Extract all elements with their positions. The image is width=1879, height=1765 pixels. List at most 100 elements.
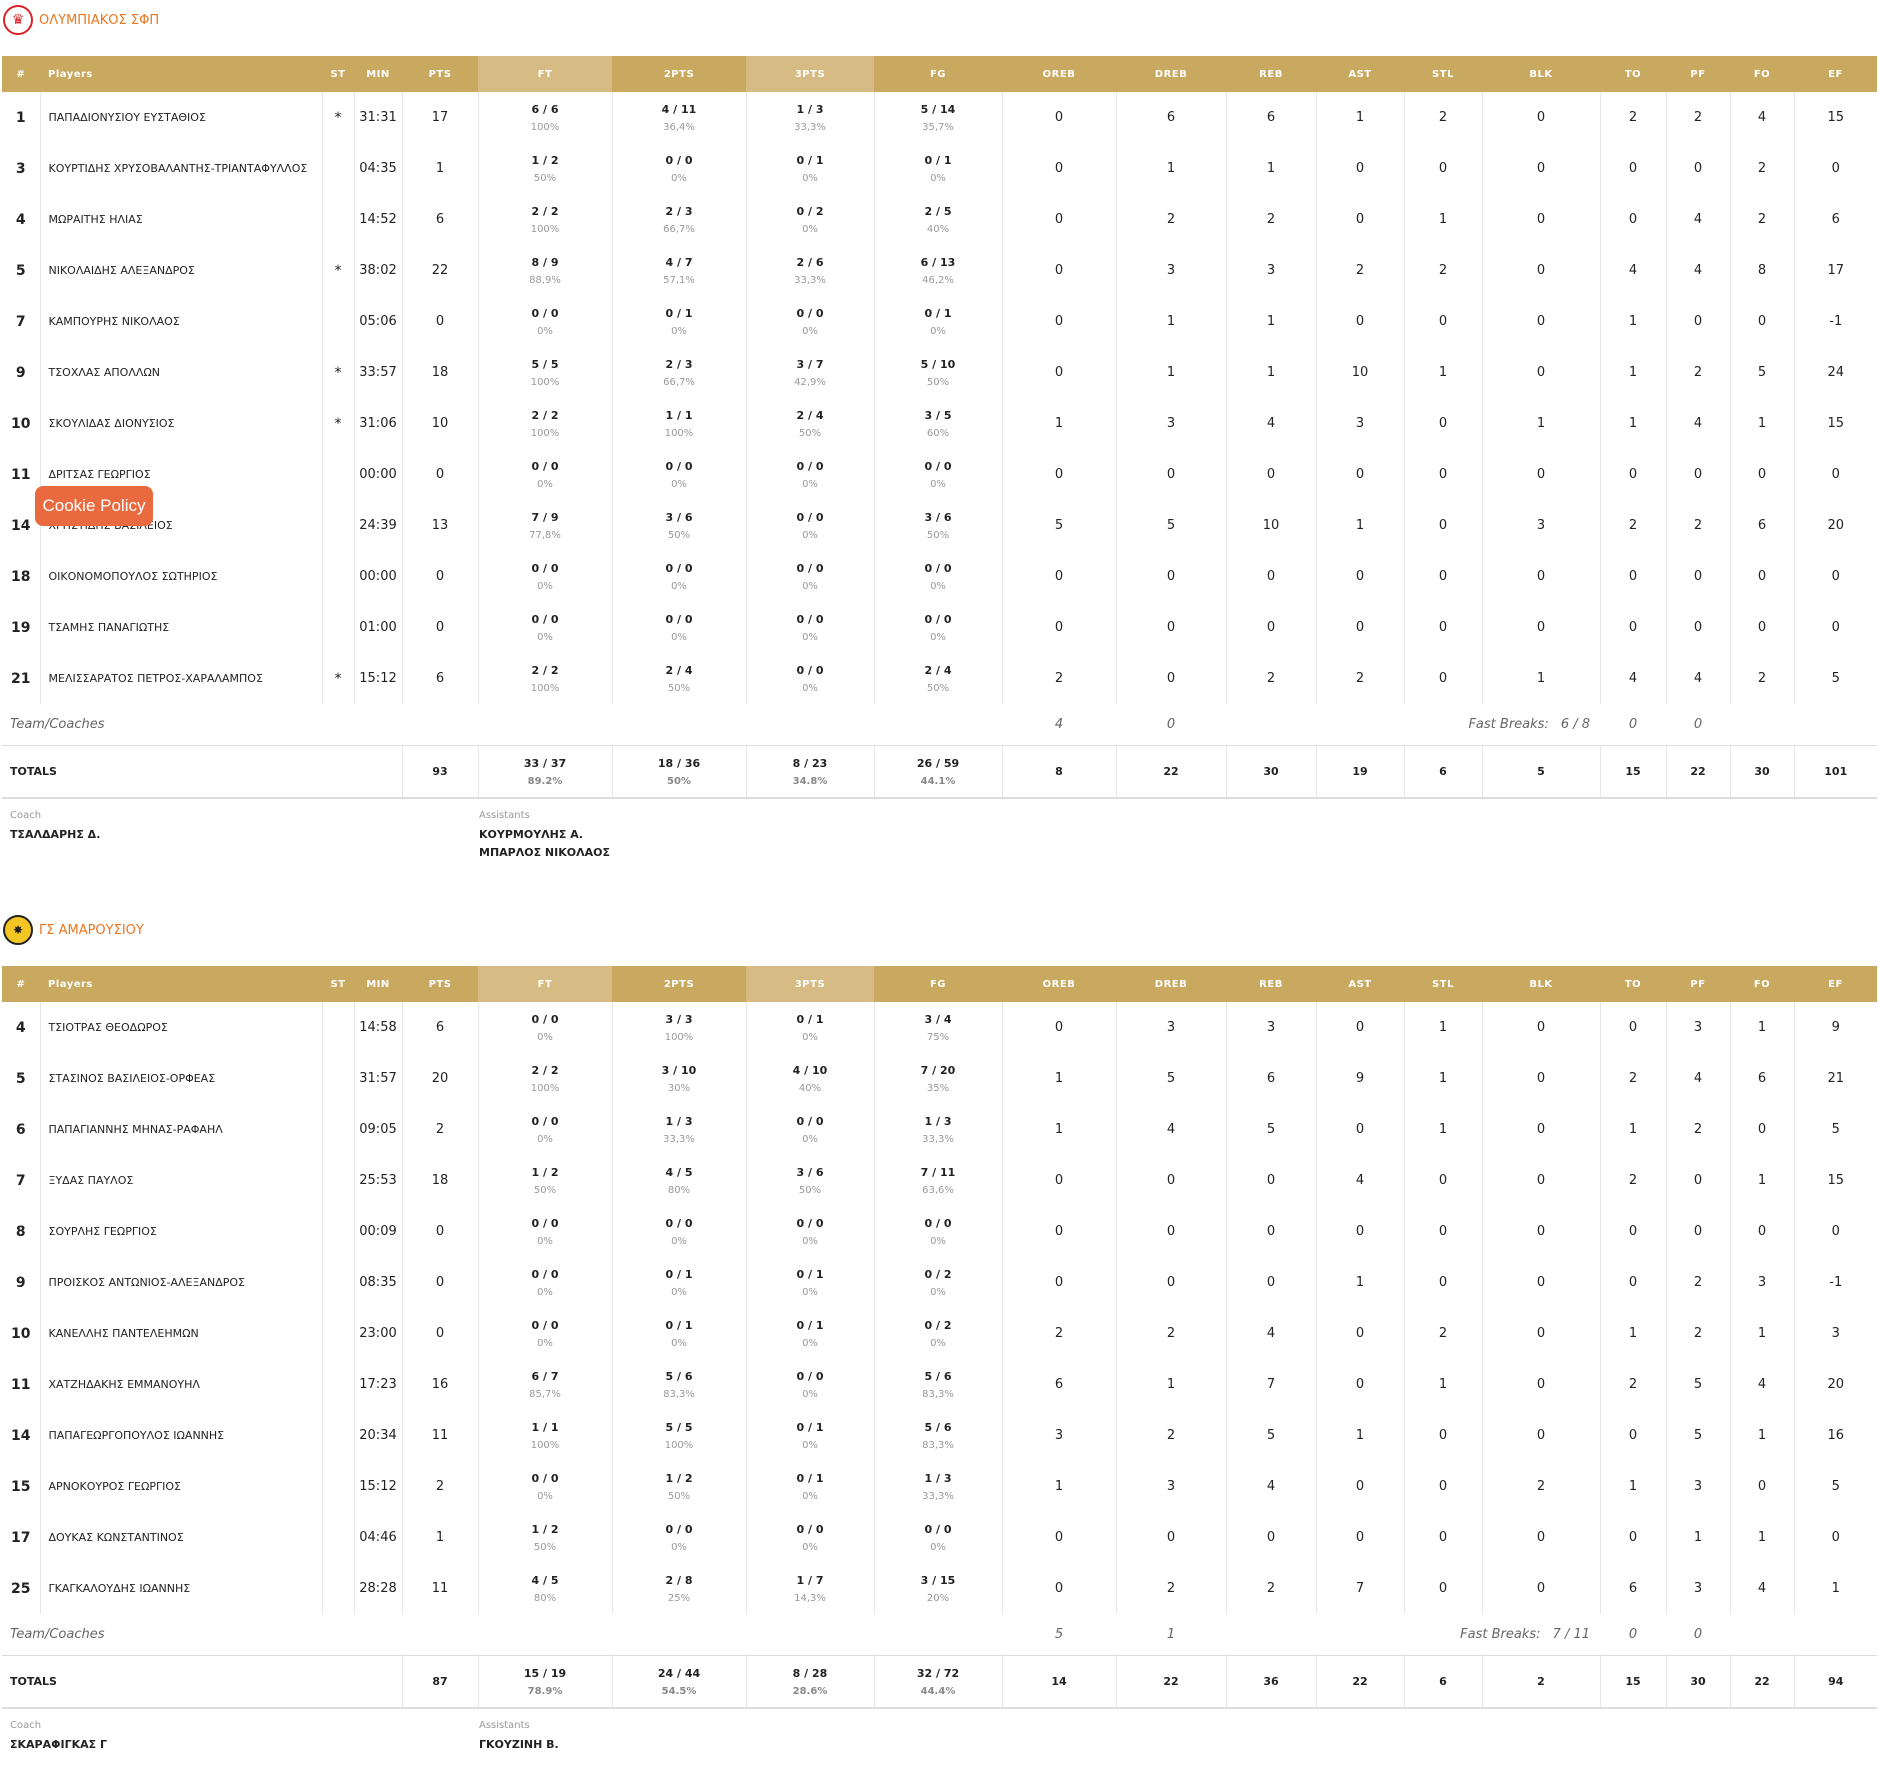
ast-value: 0 — [1316, 1206, 1405, 1257]
player-name-link[interactable]: ΔΟΥΚΑΣ ΚΩΝΣΤΑΝΤΙΝΟΣ — [40, 1512, 323, 1563]
column-header-fo[interactable]: FO — [1730, 56, 1794, 92]
points: 1 — [402, 143, 479, 194]
column-header-ft[interactable]: FT — [478, 966, 612, 1002]
ft-percentage: 100% — [530, 223, 560, 235]
ft-percentage: 80% — [533, 1592, 557, 1604]
reb-value: 10 — [1226, 500, 1317, 551]
player-number: 11 — [2, 1359, 41, 1410]
player-name-link[interactable]: ΤΣΑΜΗΣ ΠΑΝΑΓΙΩΤΗΣ — [40, 602, 323, 653]
player-name-link[interactable]: ΣΟΥΡΛΗΣ ΓΕΩΡΓΙΟΣ — [40, 1206, 323, 1257]
column-header-fg[interactable]: FG — [874, 966, 1002, 1002]
column-header-reb[interactable]: REB — [1226, 56, 1316, 92]
column-header-to[interactable]: TO — [1600, 966, 1666, 1002]
column-header-pts[interactable]: PTS — [402, 966, 478, 1002]
p3-cell: 0 / 0 0% — [746, 1206, 875, 1257]
column-header-2pts[interactable]: 2PTS — [612, 56, 746, 92]
team-name-link[interactable]: ΟΛΥΜΠΙΑΚΟΣ ΣΦΠ — [39, 12, 160, 28]
column-header-ft[interactable]: FT — [478, 56, 612, 92]
oreb-value: 2 — [1002, 653, 1117, 704]
totals-stl: 6 — [1404, 1655, 1483, 1709]
p2-made-attempted: 2 / 8 — [665, 1573, 693, 1587]
player-name-link[interactable]: ΚΑΜΠΟΥΡΗΣ ΝΙΚΟΛΑΟΣ — [40, 296, 323, 347]
p3-made-attempted: 0 / 2 — [796, 204, 824, 218]
column-header-3pts[interactable]: 3PTS — [746, 966, 874, 1002]
column-header-players[interactable]: Players — [40, 966, 322, 1002]
p3-percentage: 0% — [802, 1541, 818, 1553]
player-name-link[interactable]: ΞΥΔΑΣ ΠΑΥΛΟΣ — [40, 1155, 323, 1206]
player-name-link[interactable]: ΝΙΚΟΛΑΙΔΗΣ ΑΛΕΞΑΝΔΡΟΣ — [40, 245, 323, 296]
column-header-fg[interactable]: FG — [874, 56, 1002, 92]
blk-value: 0 — [1482, 92, 1601, 143]
column-header-3pts[interactable]: 3PTS — [746, 56, 874, 92]
player-number: 7 — [2, 1155, 41, 1206]
fo-value: 4 — [1730, 1359, 1795, 1410]
player-name-link[interactable]: ΑΡΝΟΚΟΥΡΟΣ ΓΕΩΡΓΙΟΣ — [40, 1461, 323, 1512]
column-header-ef[interactable]: EF — [1794, 966, 1877, 1002]
column-header-reb[interactable]: REB — [1226, 966, 1316, 1002]
player-name-link[interactable]: ΤΣΙΟΤΡΑΣ ΘΕΟΔΩΡΟΣ — [40, 1002, 323, 1053]
column-header-pf[interactable]: PF — [1666, 966, 1730, 1002]
column-header-stl[interactable]: STL — [1404, 56, 1482, 92]
column-header-min[interactable]: MIN — [354, 966, 402, 1002]
player-name-link[interactable]: ΚΟΥΡΤΙΔΗΣ ΧΡΥΣΟΒΑΛΑΝΤΗΣ-ΤΡΙΑΝΤΑΦΥΛΛΟΣ — [40, 143, 323, 194]
player-name-link[interactable]: ΧΑΤΖΗΔΑΚΗΣ ΕΜΜΑΝΟΥΗΛ — [40, 1359, 323, 1410]
column-header-blk[interactable]: BLK — [1482, 56, 1600, 92]
p2-made-attempted: 0 / 0 — [665, 1216, 693, 1230]
column-header-number[interactable]: # — [2, 56, 40, 92]
to-value: 2 — [1600, 92, 1667, 143]
cookie-policy-button[interactable]: Cookie Policy — [35, 486, 153, 526]
player-name-link[interactable]: ΜΕΛΙΣΣΑΡΑΤΟΣ ΠΕΤΡΟΣ-ΧΑΡΑΛΑΜΠΟΣ — [40, 653, 323, 704]
ast-value: 1 — [1316, 1410, 1405, 1461]
ef-value: 5 — [1831, 1122, 1840, 1137]
column-header-ast[interactable]: AST — [1316, 966, 1404, 1002]
team-to: 0 — [1628, 1627, 1638, 1642]
column-header-number[interactable]: # — [2, 966, 40, 1002]
column-header-st[interactable]: ST — [322, 56, 354, 92]
column-header-st[interactable]: ST — [322, 966, 354, 1002]
player-name-link[interactable]: ΔΡΙΤΣΑΣ ΓΕΩΡΓΙΟΣ — [40, 449, 323, 500]
column-header-pf[interactable]: PF — [1666, 56, 1730, 92]
minutes: 33:57 — [354, 347, 403, 398]
player-name-link[interactable]: ΣΚΟΥΛΙΔΑΣ ΔΙΟΝΥΣΙΟΣ — [40, 398, 323, 449]
ft-percentage: 50% — [533, 172, 557, 184]
player-name-link[interactable]: ΚΑΝΕΛΛΗΣ ΠΑΝΤΕΛΕΗΜΩΝ — [40, 1308, 323, 1359]
team-name-link[interactable]: ΓΣ ΑΜΑΡΟΥΣΙΟΥ — [39, 922, 144, 938]
p2-cell: 0 / 0 0% — [612, 551, 747, 602]
ft-percentage: 0% — [537, 1133, 553, 1145]
player-name-link[interactable]: ΣΤΑΣΙΝΟΣ ΒΑΣΙΛΕΙΟΣ-ΟΡΦΕΑΣ — [40, 1053, 323, 1104]
column-header-players[interactable]: Players — [40, 56, 322, 92]
column-header-2pts[interactable]: 2PTS — [612, 966, 746, 1002]
column-header-oreb[interactable]: OREB — [1002, 966, 1116, 1002]
column-header-pts[interactable]: PTS — [402, 56, 478, 92]
column-header-fo[interactable]: FO — [1730, 966, 1794, 1002]
player-name-link[interactable]: ΠΑΠΑΔΙΟΝΥΣΙΟΥ ΕΥΣΤΑΘΙΟΣ — [40, 92, 323, 143]
points: 6 — [402, 653, 479, 704]
column-header-dreb[interactable]: DREB — [1116, 966, 1226, 1002]
p2-made-attempted: 0 / 1 — [665, 1267, 693, 1281]
player-name-link[interactable]: ΜΩΡΑΙΤΗΣ ΗΛΙΑΣ — [40, 194, 323, 245]
column-header-oreb[interactable]: OREB — [1002, 56, 1116, 92]
column-header-to[interactable]: TO — [1600, 56, 1666, 92]
column-header-blk[interactable]: BLK — [1482, 966, 1600, 1002]
column-header-stl[interactable]: STL — [1404, 966, 1482, 1002]
fg-made-attempted: 2 / 4 — [924, 663, 952, 677]
player-name-link[interactable]: ΓΚΑΓΚΑΛΟΥΔΗΣ ΙΩΑΝΝΗΣ — [40, 1563, 323, 1614]
player-name-link[interactable]: ΠΑΠΑΓΙΑΝΝΗΣ ΜΗΝΑΣ-ΡΑΦΑΗΛ — [40, 1104, 323, 1155]
player-row: 8 ΣΟΥΡΛΗΣ ΓΕΩΡΓΙΟΣ 00:09 0 0 / 0 0% 0 / 0 0% 0 /… — [2, 1206, 1877, 1257]
fg-cell: 0 / 0 0% — [874, 602, 1003, 653]
minutes: 23:00 — [354, 1308, 403, 1359]
oreb-value: 0 — [1002, 92, 1117, 143]
oreb-value: 0 — [1002, 1257, 1117, 1308]
player-name-link[interactable]: ΤΣΟΧΛΑΣ ΑΠΟΛΛΩΝ — [40, 347, 323, 398]
column-header-dreb[interactable]: DREB — [1116, 56, 1226, 92]
column-header-min[interactable]: MIN — [354, 56, 402, 92]
p3-cell: 2 / 6 33,3% — [746, 245, 875, 296]
minutes: 25:53 — [354, 1155, 403, 1206]
player-name-link[interactable]: ΟΙΚΟΝΟΜΟΠΟΥΛΟΣ ΣΩΤΗΡΙΟΣ — [40, 551, 323, 602]
ft-cell: 2 / 2 100% — [478, 1053, 613, 1104]
column-header-ef[interactable]: EF — [1794, 56, 1877, 92]
column-header-ast[interactable]: AST — [1316, 56, 1404, 92]
p2-percentage: 80% — [667, 1184, 691, 1196]
player-name-link[interactable]: ΠΡΟΙΣΚΟΣ ΑΝΤΩΝΙΟΣ-ΑΛΕΞΑΝΔΡΟΣ — [40, 1257, 323, 1308]
player-name-link[interactable]: ΠΑΠΑΓΕΩΡΓΟΠΟΥΛΟΣ ΙΩΑΝΝΗΣ — [40, 1410, 323, 1461]
